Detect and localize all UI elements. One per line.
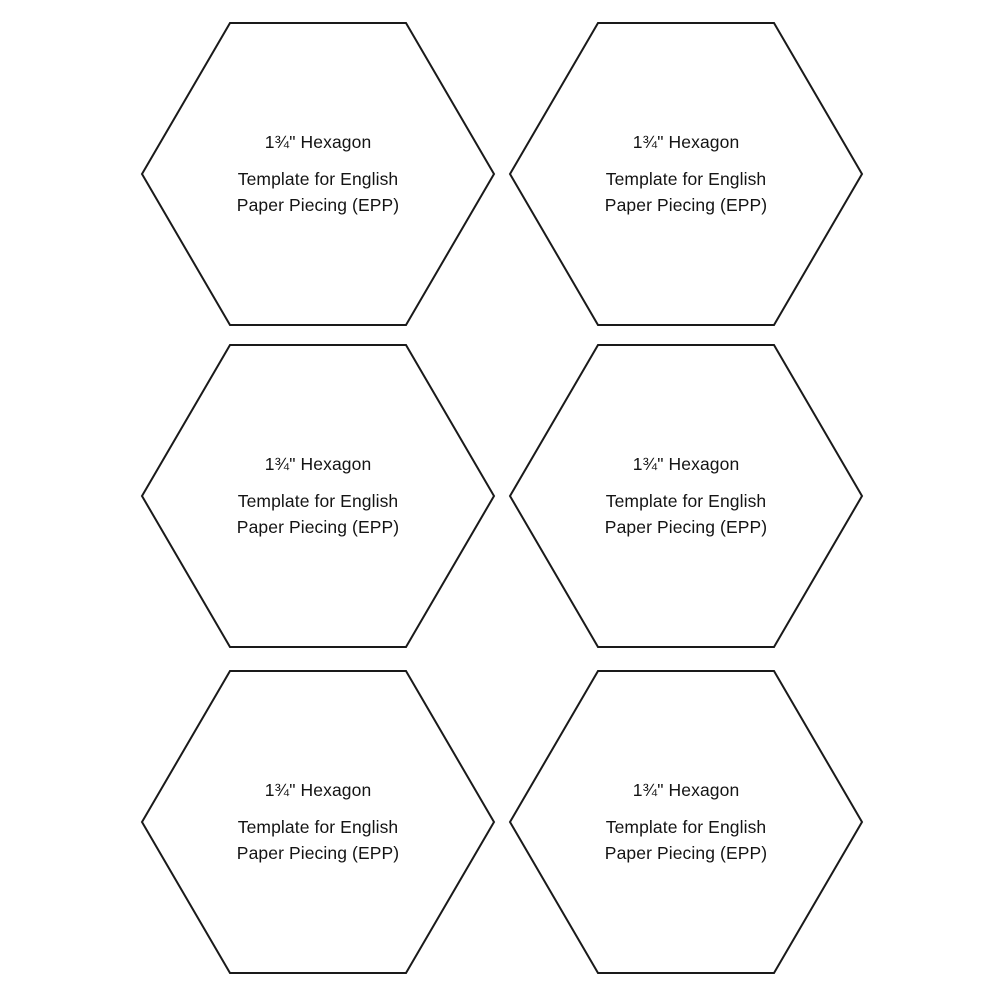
- hexagon-outline-icon: [508, 344, 864, 648]
- hexagon-template-2[interactable]: 1¾" Hexagon Template for English Paper P…: [508, 21, 864, 327]
- hexagon-template-4[interactable]: 1¾" Hexagon Template for English Paper P…: [508, 343, 864, 649]
- hexagon-outline-icon: [140, 344, 496, 648]
- hexagon-template-5[interactable]: 1¾" Hexagon Template for English Paper P…: [140, 669, 496, 975]
- hexagon-outline-icon: [140, 670, 496, 974]
- hexagon-outline-icon: [508, 670, 864, 974]
- hexagon-template-1[interactable]: 1¾" Hexagon Template for English Paper P…: [140, 21, 496, 327]
- hexagon-template-3[interactable]: 1¾" Hexagon Template for English Paper P…: [140, 343, 496, 649]
- hexagon-outline-icon: [140, 22, 496, 326]
- hexagon-outline-icon: [508, 22, 864, 326]
- hexagon-template-6[interactable]: 1¾" Hexagon Template for English Paper P…: [508, 669, 864, 975]
